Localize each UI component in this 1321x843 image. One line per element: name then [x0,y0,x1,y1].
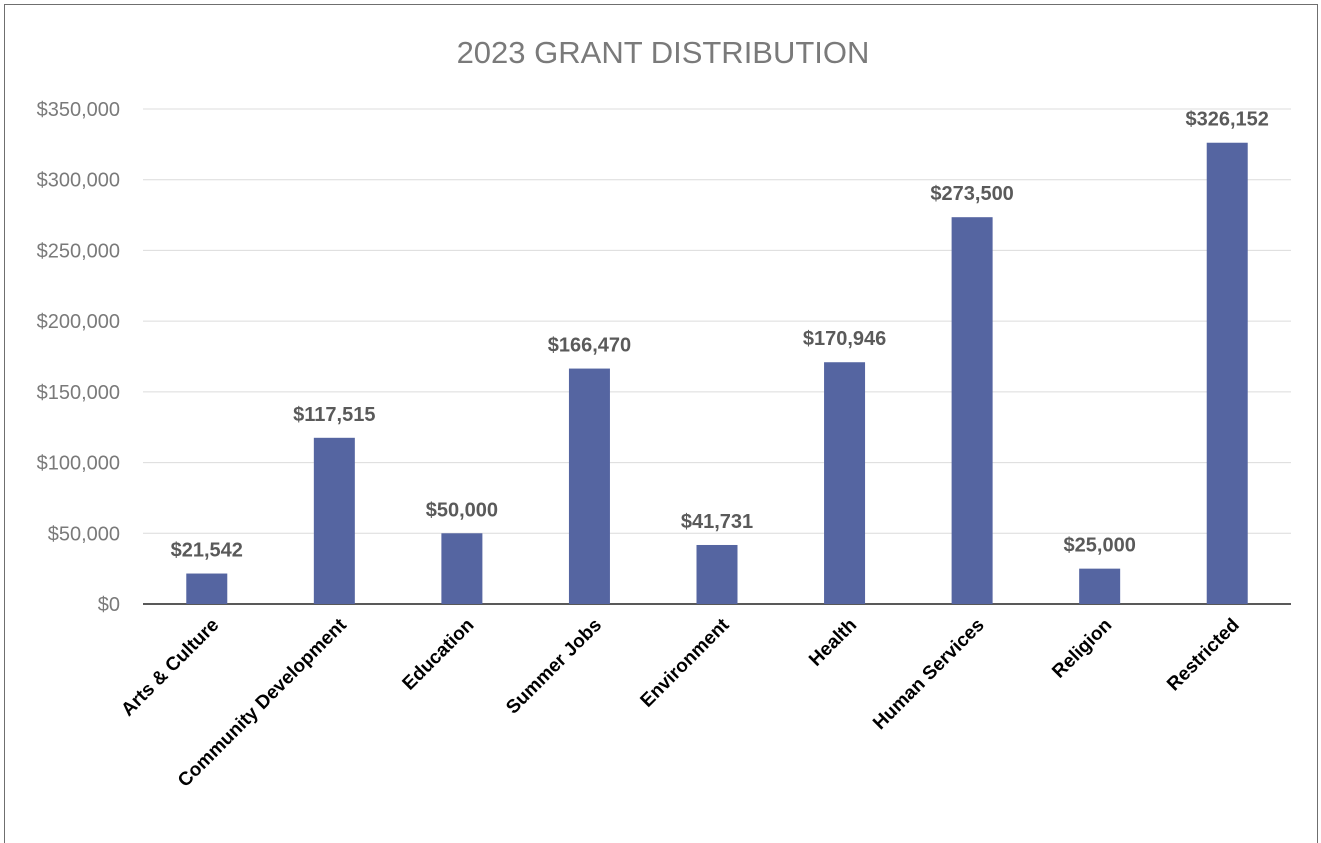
bar [824,362,866,604]
data-label: $117,515 [293,404,375,426]
y-tick-label: $0 [98,594,120,616]
bar [1206,142,1248,604]
y-tick-label: $200,000 [37,311,120,333]
y-tick-label: $250,000 [37,240,120,262]
x-tick-label: Human Services [869,615,988,734]
chart-frame [4,4,1318,843]
chart-title: 2023 GRANT DISTRIBUTION [457,35,870,70]
data-label: $166,470 [548,335,631,357]
bar [313,437,355,604]
y-tick-label: $50,000 [48,523,120,545]
data-label: $50,000 [426,499,498,521]
bar [1079,568,1121,604]
data-label: $273,500 [930,183,1013,205]
x-tick-label: Environment [637,614,734,711]
y-tick-label: $350,000 [37,99,120,121]
x-tick-label: Education [399,615,479,695]
bar [568,368,610,604]
data-label: $326,152 [1186,109,1269,131]
x-tick-label: Restricted [1163,615,1244,696]
bar [186,573,228,604]
bar [696,544,738,604]
x-tick-label: Religion [1048,615,1116,683]
x-tick-label: Summer Jobs [502,615,606,719]
bar [441,533,483,604]
bar [951,217,993,604]
x-tick-label: Health [805,615,861,671]
data-label: $41,731 [681,511,753,533]
y-tick-label: $100,000 [37,453,120,475]
y-tick-label: $150,000 [37,382,120,404]
data-label: $21,542 [171,540,243,562]
x-tick-label: Arts & Culture [117,615,223,721]
data-label: $25,000 [1064,535,1136,557]
y-tick-label: $300,000 [37,170,120,192]
data-label: $170,946 [803,328,886,350]
